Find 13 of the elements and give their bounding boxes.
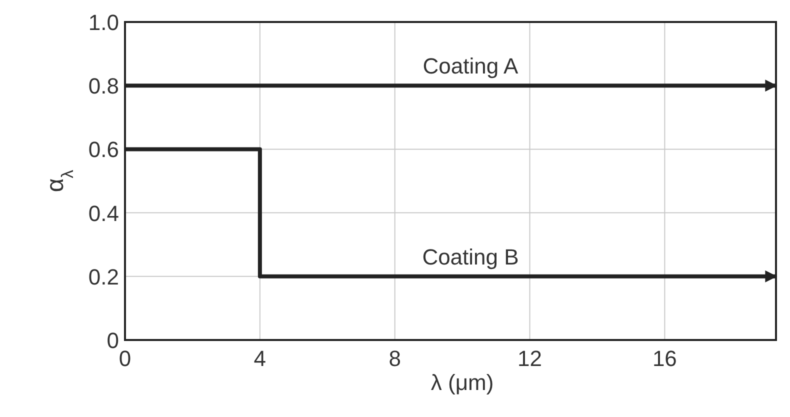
x-axis-title: λ (μm) [430, 370, 494, 395]
x-tick-label: 16 [652, 346, 677, 371]
y-tick-label: 1.0 [88, 10, 119, 35]
series-label: Coating A [422, 54, 519, 79]
x-tick-label: 8 [388, 346, 401, 371]
y-tick-label: 0.8 [88, 74, 119, 99]
y-tick-label: 0 [106, 328, 119, 353]
y-tick-label: 0.2 [88, 264, 119, 290]
y-tick-label: 0.6 [88, 137, 119, 162]
series-label: Coating B [422, 244, 519, 270]
y-tick-label: 0.4 [88, 200, 119, 226]
x-tick-label: 4 [254, 346, 266, 371]
x-tick-label: 12 [518, 346, 542, 371]
